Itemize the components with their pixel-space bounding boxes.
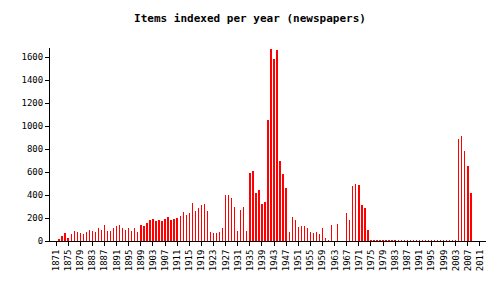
svg-text:1979: 1979	[378, 250, 388, 272]
svg-text:1967: 1967	[342, 250, 352, 272]
svg-text:2003: 2003	[451, 250, 461, 272]
svg-text:1879: 1879	[75, 250, 85, 272]
svg-text:1200: 1200	[22, 98, 44, 108]
svg-text:1915: 1915	[184, 250, 194, 272]
svg-text:1999: 1999	[439, 250, 449, 272]
svg-text:1943: 1943	[269, 250, 279, 272]
svg-text:1919: 1919	[196, 250, 206, 272]
svg-text:1947: 1947	[281, 250, 291, 272]
svg-text:1911: 1911	[172, 250, 182, 272]
svg-text:2011: 2011	[475, 250, 485, 272]
svg-text:800: 800	[27, 144, 43, 154]
svg-text:600: 600	[27, 167, 43, 177]
svg-text:1971: 1971	[354, 250, 364, 272]
svg-text:1987: 1987	[402, 250, 412, 272]
svg-text:1907: 1907	[160, 250, 170, 272]
svg-text:1903: 1903	[148, 250, 158, 272]
svg-text:1927: 1927	[221, 250, 231, 272]
svg-text:1875: 1875	[63, 250, 73, 272]
svg-text:1871: 1871	[51, 250, 61, 272]
svg-text:1991: 1991	[414, 250, 424, 272]
svg-text:400: 400	[27, 190, 43, 200]
svg-text:1983: 1983	[390, 250, 400, 272]
svg-text:1963: 1963	[330, 250, 340, 272]
svg-text:1883: 1883	[87, 250, 97, 272]
svg-text:1995: 1995	[426, 250, 436, 272]
svg-text:1891: 1891	[112, 250, 122, 272]
svg-text:1959: 1959	[317, 250, 327, 272]
svg-text:0: 0	[38, 236, 43, 246]
svg-text:1931: 1931	[233, 250, 243, 272]
svg-text:1895: 1895	[124, 250, 134, 272]
svg-text:1939: 1939	[257, 250, 267, 272]
svg-text:Items indexed per year (newspa: Items indexed per year (newspapers)	[134, 12, 366, 25]
svg-text:200: 200	[27, 213, 43, 223]
svg-text:1935: 1935	[245, 250, 255, 272]
svg-text:1923: 1923	[208, 250, 218, 272]
svg-text:2007: 2007	[463, 250, 473, 272]
svg-text:1951: 1951	[293, 250, 303, 272]
svg-text:1975: 1975	[366, 250, 376, 272]
svg-text:1955: 1955	[305, 250, 315, 272]
svg-text:1400: 1400	[22, 75, 44, 85]
svg-text:1600: 1600	[22, 52, 44, 62]
svg-text:1899: 1899	[136, 250, 146, 272]
svg-text:1000: 1000	[22, 121, 44, 131]
svg-text:1887: 1887	[99, 250, 109, 272]
